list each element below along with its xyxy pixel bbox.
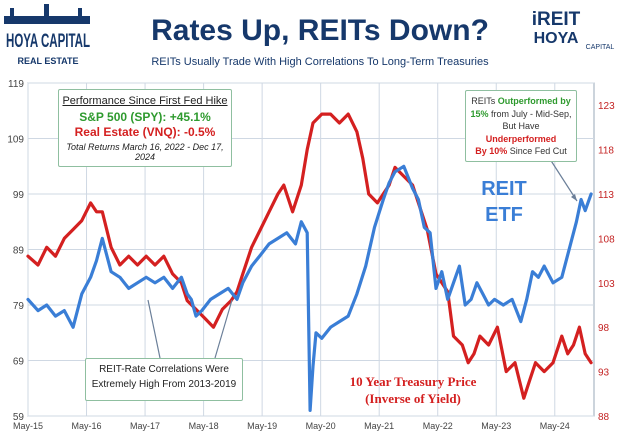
correlation-line1: REIT-Rate Correlations Were bbox=[99, 364, 229, 375]
performance-box: Performance Since First Fed Hike S&P 500… bbox=[58, 89, 232, 167]
y-right-tick-label: 98 bbox=[598, 323, 610, 334]
series-line-reit-etf bbox=[26, 164, 593, 412]
y-right-tick-label: 88 bbox=[598, 412, 610, 423]
brand-right-logo: iREIT HOYA CAPITAL bbox=[532, 9, 615, 51]
y-left-tick-label: 69 bbox=[13, 357, 25, 368]
logo-skyline bbox=[4, 16, 90, 24]
axes: 59 69 79 89 99 109 119 88 93 98 103 108 113 118 123 May… bbox=[7, 79, 615, 431]
x-tick-label: May-18 bbox=[189, 421, 219, 431]
chart-title: Rates Up, REITs Down? bbox=[151, 14, 489, 47]
reit-etf-label-line1: REIT bbox=[481, 178, 527, 200]
y-right-tick-label: 118 bbox=[598, 146, 614, 157]
outperform-text: But Have bbox=[502, 121, 540, 131]
x-tick-label: May-19 bbox=[247, 421, 277, 431]
x-tick-label: May-22 bbox=[423, 421, 453, 431]
x-tick-label: May-17 bbox=[130, 421, 160, 431]
brand-left-line2: REAL ESTATE bbox=[17, 56, 78, 66]
y-right-tick-label: 93 bbox=[598, 368, 610, 379]
outperform-highlight: 15% bbox=[470, 108, 489, 119]
x-tick-label: May-16 bbox=[72, 421, 102, 431]
brand-left-line1: HOYA CAPITAL bbox=[6, 31, 90, 52]
y-right-tick-label: 123 bbox=[598, 101, 615, 112]
y-left-tick-label: 119 bbox=[8, 79, 24, 90]
x-tick-label: May-24 bbox=[540, 421, 570, 431]
x-tick-label: May-21 bbox=[364, 421, 394, 431]
outperform-box: REITs Outperformed by 15% from July - Mi… bbox=[465, 90, 577, 162]
series-line-treasury bbox=[26, 112, 593, 400]
outperform-highlight: Outperformed by bbox=[497, 96, 571, 106]
correlation-arrow-left bbox=[147, 299, 161, 359]
outperform-arrowhead bbox=[571, 194, 577, 201]
correlation-arrow-right bbox=[214, 299, 233, 359]
treasury-label-line1: 10 Year Treasury Price bbox=[349, 374, 477, 389]
outperform-text: REITs bbox=[471, 96, 498, 106]
brand-left-logo: HOYA CAPITAL REAL ESTATE bbox=[4, 4, 90, 66]
series-layer bbox=[26, 112, 593, 412]
correlation-line2: Extremely High From 2013-2019 bbox=[91, 379, 237, 390]
underperform-highlight: By 10% bbox=[475, 146, 508, 156]
underperform-highlight: Underperformed bbox=[485, 133, 557, 144]
chart-subtitle: REITs Usually Trade With High Correlatio… bbox=[151, 56, 489, 68]
y-right-tick-label: 108 bbox=[598, 234, 615, 245]
outperform-text: Since Fed Cut bbox=[507, 146, 567, 156]
performance-spy: S&P 500 (SPY): +45.1% bbox=[79, 110, 211, 124]
y-left-tick-label: 79 bbox=[13, 301, 25, 312]
performance-heading: Performance Since First Fed Hike bbox=[62, 95, 228, 107]
brand-right-line3: CAPITAL bbox=[586, 44, 615, 51]
x-tick-label: May-20 bbox=[306, 421, 336, 431]
y-left-tick-label: 109 bbox=[7, 135, 24, 146]
reit-etf-label-line2: ETF bbox=[485, 204, 523, 226]
correlation-box: REIT-Rate Correlations Were Extremely Hi… bbox=[85, 358, 243, 401]
performance-note: Total Returns March 16, 2022 - Dec 17, 2… bbox=[66, 142, 224, 162]
logo-tower-left bbox=[10, 8, 14, 18]
reit-etf-label: REIT ETF bbox=[478, 176, 530, 228]
x-tick-label: May-15 bbox=[13, 421, 43, 431]
logo-tower-right bbox=[78, 8, 82, 18]
y-left-tick-label: 59 bbox=[13, 412, 25, 423]
brand-right-line1: iREIT bbox=[532, 9, 581, 30]
y-right-tick-label: 103 bbox=[598, 279, 615, 290]
y-right-tick-label: 113 bbox=[598, 190, 614, 201]
outperform-text: from July - Mid-Sep, bbox=[488, 108, 572, 119]
brand-right-line2: HOYA bbox=[534, 30, 579, 47]
outperform-arrow bbox=[547, 155, 578, 202]
logo-tower-center bbox=[44, 4, 49, 18]
treasury-label-line2: (Inverse of Yield) bbox=[365, 391, 461, 406]
x-tick-label: May-23 bbox=[481, 421, 511, 431]
y-left-tick-label: 89 bbox=[13, 246, 25, 257]
treasury-label: 10 Year Treasury Price (Inverse of Yield… bbox=[338, 373, 488, 407]
y-left-tick-label: 99 bbox=[13, 190, 25, 201]
performance-vnq: Real Estate (VNQ): -0.5% bbox=[74, 125, 216, 139]
